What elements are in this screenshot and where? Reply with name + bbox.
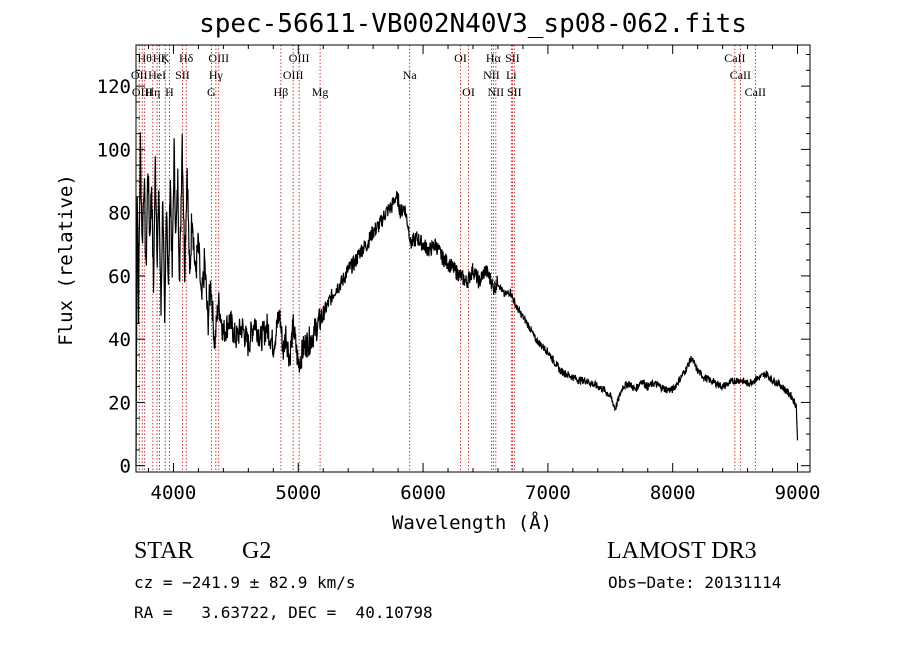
line-label-g: G xyxy=(207,85,216,99)
line-label-oi: OI xyxy=(454,51,467,65)
y-tick-label: 0 xyxy=(120,456,131,478)
y-tick-label: 20 xyxy=(108,392,131,414)
line-label-li: Li xyxy=(506,68,517,82)
line-label-hζ: Hζ xyxy=(153,51,167,65)
spectral-subclass: G2 xyxy=(242,538,272,564)
x-tick-label: 7000 xyxy=(525,482,571,504)
y-tick-label: 100 xyxy=(97,139,131,161)
spectrum-line xyxy=(135,132,799,467)
line-label-oiii: OIII xyxy=(208,51,229,65)
line-label-sii: SII xyxy=(507,85,522,99)
line-label-caii: CaII xyxy=(730,68,751,82)
line-label-hβ: Hβ xyxy=(274,85,289,99)
line-label-oii: OII xyxy=(131,68,148,82)
line-label-na: Na xyxy=(403,68,418,82)
coordinates-readout: RA = 3.63722, DEC = 40.10798 xyxy=(134,603,433,622)
y-axis-label: Flux (relative) xyxy=(55,174,77,346)
plot-frame xyxy=(135,44,811,473)
line-label-h: H xyxy=(165,85,174,99)
emission-line-markers xyxy=(138,45,756,472)
line-label-hα: Hα xyxy=(486,51,502,65)
line-label-sii: SII xyxy=(175,68,190,82)
line-label-hγ: Hγ xyxy=(209,68,224,82)
y-tick-label: 80 xyxy=(108,203,131,225)
line-label-caii: CaII xyxy=(724,51,745,65)
emission-line-labels: OIIOIIIHθHηHeIHζKHSIIHδGHγOIIIHβOIIIOIII… xyxy=(131,51,766,99)
line-label-nii: NII xyxy=(483,68,500,82)
y-tick-label: 40 xyxy=(108,329,131,351)
line-label-oi: OI xyxy=(462,85,475,99)
x-tick-label: 6000 xyxy=(400,482,446,504)
y-axis-ticks: 0 20 40 60 80 100 120 xyxy=(97,53,810,478)
y-tick-label: 120 xyxy=(97,76,131,98)
chart-title: spec-56611-VB002N40V3_sp08-062.fits xyxy=(199,9,747,39)
line-label-k: K xyxy=(161,51,170,65)
x-tick-label: 8000 xyxy=(650,482,696,504)
x-axis-label: Wavelength (Å) xyxy=(392,511,552,534)
line-label-sii: SII xyxy=(505,51,520,65)
object-class: STAR xyxy=(134,538,194,564)
survey-name: LAMOST DR3 xyxy=(607,538,757,564)
redshift-readout: cz = −241.9 ± 82.9 km/s xyxy=(134,573,356,592)
x-axis-ticks: 4000 5000 6000 7000 8000 9000 xyxy=(147,45,821,504)
line-label-oiii: OIII xyxy=(289,51,310,65)
line-label-oiii: OIII xyxy=(283,68,304,82)
line-label-hδ: Hδ xyxy=(179,51,194,65)
line-label-hei: HeI xyxy=(148,68,166,82)
x-tick-label: 9000 xyxy=(775,482,821,504)
line-label-mg: Mg xyxy=(312,85,329,99)
line-label-hη: Hη xyxy=(145,85,160,99)
x-tick-label: 4000 xyxy=(151,482,197,504)
line-label-caii: CaII xyxy=(745,85,766,99)
x-tick-label: 5000 xyxy=(275,482,321,504)
y-tick-label: 60 xyxy=(108,266,131,288)
line-label-oiii: OIII xyxy=(132,85,153,99)
observation-date: Obs−Date: 20131114 xyxy=(608,573,782,592)
line-label-nii: NII xyxy=(488,85,505,99)
line-label-hθ: Hθ xyxy=(138,51,153,65)
